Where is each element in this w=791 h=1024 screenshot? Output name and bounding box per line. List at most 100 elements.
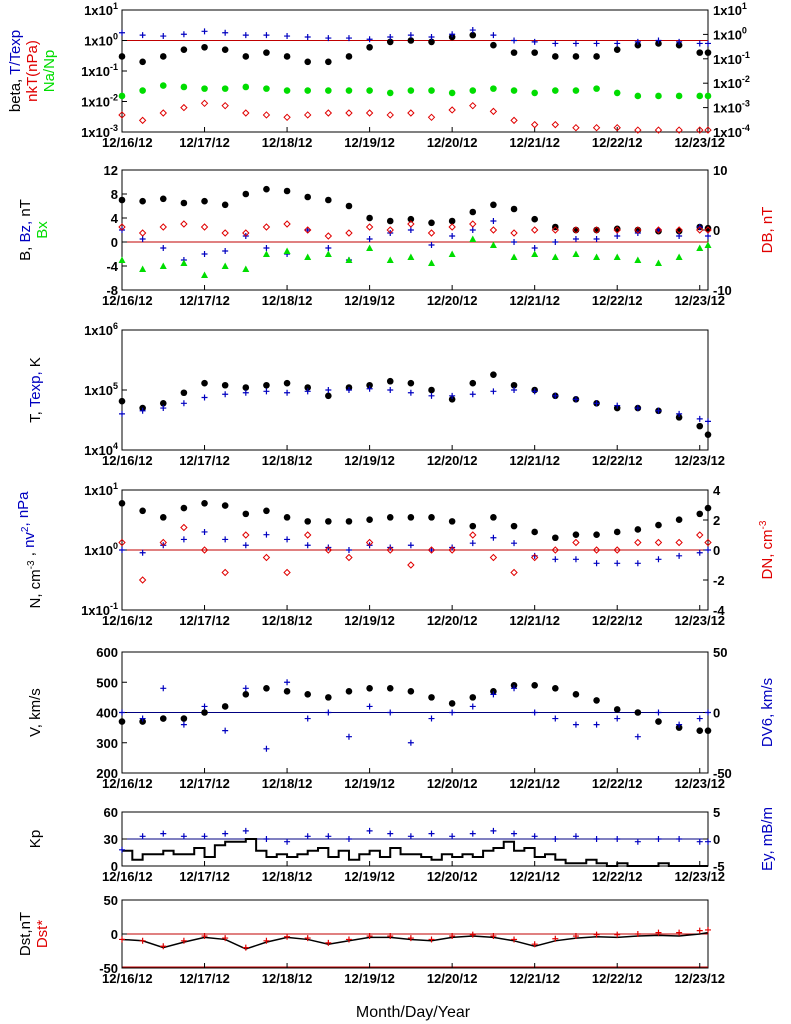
data-point	[489, 226, 498, 234]
data-point	[427, 229, 436, 237]
data-point	[366, 43, 373, 51]
y-tick-exponent: -1	[110, 601, 118, 611]
data-point	[552, 239, 559, 245]
data-point	[222, 727, 229, 734]
data-point	[676, 552, 683, 559]
data-point	[139, 265, 147, 272]
data-point	[304, 935, 311, 942]
data-point	[531, 89, 538, 97]
x-tick-label: 12/21/12	[509, 971, 560, 986]
data-point	[490, 933, 497, 940]
data-point	[675, 538, 683, 547]
data-point	[284, 838, 291, 845]
data-point	[366, 236, 373, 242]
data-point	[676, 836, 683, 842]
panel-7: -50 0 50 12/16/12 12/17/12 12/18/12 12/19/12 12…	[17, 893, 725, 986]
data-point	[531, 528, 538, 536]
x-tick-label: 12/16/12	[102, 613, 153, 628]
x-tick-label: 12/18/12	[262, 776, 313, 791]
y2-tick-label: 50	[713, 645, 727, 660]
series-2	[119, 926, 711, 951]
data-point	[593, 236, 600, 242]
y-tick-label: 1x10-1	[81, 62, 118, 79]
y-axis-label-part: Dst,nT	[17, 912, 34, 956]
data-point	[345, 109, 353, 117]
data-point	[510, 381, 518, 389]
x-tick-label: 12/22/12	[592, 135, 643, 150]
data-point	[324, 109, 333, 117]
data-point	[704, 49, 712, 56]
data-point	[200, 223, 209, 231]
x-tick-label: 12/17/12	[179, 453, 230, 468]
x-tick-label: 12/16/12	[102, 135, 153, 150]
panel-1: 1x10-3 1x10-2 1x10-1 1x100 1x101 1x10-4 1x10-3…	[7, 1, 750, 150]
data-point	[283, 220, 291, 228]
data-point	[449, 933, 456, 940]
data-point	[159, 223, 167, 231]
x-tick-label: 12/21/12	[509, 869, 560, 884]
x-tick-label: 12/19/12	[344, 135, 395, 150]
data-point	[407, 935, 414, 942]
data-point	[366, 214, 373, 222]
data-point	[263, 937, 270, 944]
data-point	[263, 745, 270, 752]
data-point	[325, 518, 332, 525]
data-point	[119, 547, 125, 553]
data-point	[221, 85, 229, 92]
y-axis-label: beta, T/Texp	[7, 30, 24, 112]
data-point	[262, 250, 270, 257]
data-point	[572, 556, 579, 563]
data-point	[704, 504, 712, 512]
data-point	[448, 223, 456, 231]
x-tick-label: 12/21/12	[509, 613, 560, 628]
x-tick-label: 12/17/12	[179, 971, 230, 986]
data-point	[324, 250, 332, 257]
y2-tick-label: -4	[713, 603, 725, 618]
data-point	[407, 739, 414, 746]
data-point	[263, 507, 270, 515]
data-point	[119, 29, 125, 36]
data-point	[655, 709, 662, 716]
y-tick-label: 1x100	[84, 541, 118, 558]
y-tick-exponent: 4	[113, 441, 118, 451]
data-point	[139, 833, 146, 840]
data-point	[201, 394, 208, 401]
data-point	[159, 82, 167, 89]
data-point	[159, 400, 167, 407]
data-point	[139, 407, 146, 414]
data-point	[242, 691, 250, 698]
y-axis-label: Dst,nT	[17, 912, 34, 956]
data-point	[325, 833, 332, 840]
data-point	[572, 226, 580, 234]
data-point	[407, 253, 415, 260]
data-point	[448, 89, 456, 97]
data-point	[676, 929, 683, 936]
data-point	[304, 193, 312, 201]
data-point	[428, 242, 435, 248]
y2-tick-label: 1x10-3	[713, 99, 750, 116]
data-point	[428, 936, 435, 943]
data-point	[407, 220, 415, 228]
data-point	[531, 833, 538, 840]
data-point	[634, 733, 641, 740]
panel-2: -8 -4 0 4 8 12 -10 0 10 12/16/12 12/17/12 12/18/12 1…	[17, 163, 776, 308]
data-point	[572, 396, 579, 403]
data-point	[262, 223, 271, 231]
y2-tick-label: 1x10-2	[713, 74, 750, 91]
data-point	[613, 123, 621, 132]
panel-frame	[121, 9, 709, 133]
data-point	[366, 685, 373, 692]
y-tick-label: 1x104	[84, 441, 118, 458]
data-point	[139, 58, 146, 66]
data-point	[263, 531, 270, 538]
data-point	[676, 721, 683, 728]
data-point	[325, 387, 332, 393]
data-point	[242, 83, 250, 91]
data-point	[593, 721, 600, 728]
data-point	[283, 247, 291, 254]
data-point	[490, 514, 497, 521]
data-point	[676, 410, 683, 417]
data-point	[325, 87, 332, 94]
series-1	[118, 31, 712, 66]
data-point	[386, 38, 394, 46]
